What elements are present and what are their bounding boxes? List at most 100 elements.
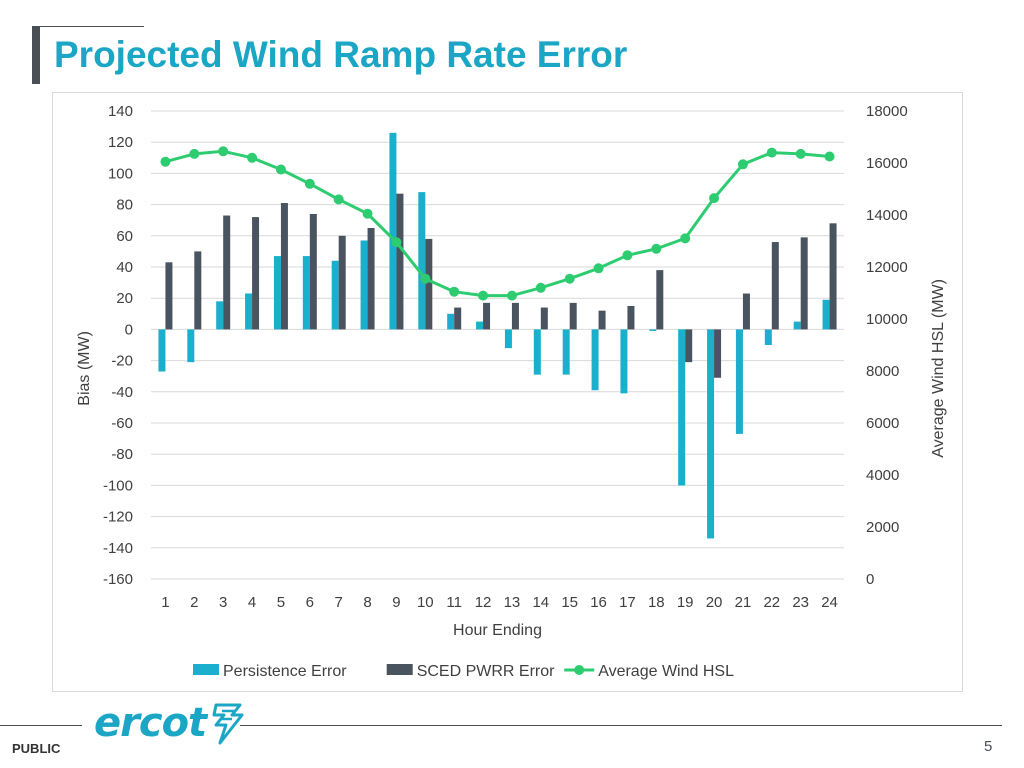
average-wind-hsl-point <box>622 250 633 261</box>
legend-label: Average Wind HSL <box>598 663 734 680</box>
persistence-error-bar <box>273 256 281 330</box>
x-tick-label: 19 <box>677 594 694 611</box>
y-tick-label: 60 <box>116 228 133 245</box>
y-tick-label: 140 <box>108 103 133 120</box>
y-tick-label: 20 <box>116 290 133 307</box>
y2-tick-label: 10000 <box>866 311 908 328</box>
average-wind-hsl-point <box>564 273 575 284</box>
x-tick-label: 11 <box>446 594 462 611</box>
persistence-error-bar <box>187 329 195 363</box>
x-tick-label: 12 <box>475 594 492 611</box>
sced-pwrr-error-bar <box>483 302 491 330</box>
persistence-error-bar <box>591 329 599 391</box>
y-tick-label: -60 <box>111 415 133 432</box>
sced-pwrr-error-bar <box>627 306 635 330</box>
chart-frame: 140 120 100 80 60 40 20 0 -20 -40 -60 -80 -100 -120 -1… <box>52 92 963 692</box>
y-tick-label: -80 <box>111 446 133 463</box>
average-wind-hsl-point <box>218 146 229 157</box>
y2-tick-label: 16000 <box>866 155 908 172</box>
average-wind-hsl-point <box>362 208 373 219</box>
x-tick-label: 4 <box>248 594 256 611</box>
wind-ramp-chart: 140120100806040200-20-40-60-80-100-120-1… <box>76 103 947 680</box>
y2-tick-label: 12000 <box>866 259 908 276</box>
x-tick-label: 7 <box>335 594 343 611</box>
sced-pwrr-error-bar <box>338 235 346 330</box>
persistence-error-bar <box>649 329 657 331</box>
sced-pwrr-error-bar <box>165 262 173 330</box>
persistence-error-bar <box>562 329 570 375</box>
slide-title: Projected Wind Ramp Rate Error <box>54 34 628 75</box>
sced-pwrr-error-bar <box>280 203 288 330</box>
sced-pwrr-error-bar <box>540 307 548 330</box>
sced-pwrr-error-bar <box>685 329 693 363</box>
y-tick-label: -160 <box>103 571 133 588</box>
y-tick-label: 40 <box>116 259 133 276</box>
y2-tick-label: 18000 <box>866 103 908 120</box>
sced-pwrr-error-bar <box>714 329 722 378</box>
x-tick-label: 14 <box>532 594 549 611</box>
average-wind-hsl-point <box>304 178 315 189</box>
average-wind-hsl-point <box>766 147 777 158</box>
persistence-error-bar <box>158 329 166 372</box>
average-wind-hsl-point <box>737 159 748 170</box>
persistence-error-bar <box>360 240 368 330</box>
average-wind-hsl-point <box>275 164 286 175</box>
persistence-error-bar <box>216 301 224 330</box>
sced-pwrr-error-bar <box>396 193 404 330</box>
y-tick-label: -20 <box>111 353 133 370</box>
y2-tick-label: 6000 <box>866 415 899 432</box>
sced-pwrr-error-bar <box>800 237 808 330</box>
x-tick-label: 15 <box>561 594 578 611</box>
average-wind-hsl-point <box>795 148 806 159</box>
average-wind-hsl-point <box>593 263 604 274</box>
persistence-error-bar <box>504 329 512 349</box>
legend-label: SCED PWRR Error <box>417 663 555 680</box>
y2-tick-label: 0 <box>866 571 874 588</box>
x-axis-title: Hour Ending <box>453 622 542 639</box>
average-wind-hsl-point <box>391 237 402 248</box>
sced-pwrr-error-bar <box>425 238 433 330</box>
y-tick-label: -140 <box>103 540 133 557</box>
sced-pwrr-error-bar <box>598 310 606 330</box>
page-number: 5 <box>984 738 993 755</box>
y-tick-label: 120 <box>108 134 133 151</box>
x-tick-label: 23 <box>792 594 809 611</box>
x-tick-label: 1 <box>161 594 169 611</box>
y-tick-label: 0 <box>125 321 133 338</box>
x-tick-label: 13 <box>504 594 521 611</box>
ercot-logo: ercot <box>94 700 246 746</box>
x-tick-label: 17 <box>619 594 636 611</box>
average-wind-hsl-point <box>160 156 171 167</box>
average-wind-hsl-point <box>535 282 546 293</box>
average-wind-hsl-point <box>449 286 460 297</box>
y2-tick-label: 2000 <box>866 519 899 536</box>
sced-pwrr-error-bar <box>569 302 577 330</box>
y2-tick-label: 4000 <box>866 467 899 484</box>
legend-persistence-swatch <box>193 664 219 675</box>
y2-tick-label: 14000 <box>866 207 908 224</box>
average-wind-hsl-point <box>709 193 720 204</box>
sced-pwrr-error-bar <box>252 217 260 330</box>
sced-pwrr-error-bar <box>656 270 664 330</box>
persistence-error-bar <box>764 329 772 345</box>
persistence-error-bar <box>707 329 715 539</box>
x-tick-label: 2 <box>190 594 198 611</box>
persistence-error-bar <box>793 321 801 330</box>
y2-tick-label: 8000 <box>866 363 899 380</box>
sced-pwrr-error-bar <box>309 213 317 330</box>
title-accent-bar <box>32 26 40 84</box>
average-wind-hsl-point <box>506 290 517 301</box>
x-tick-label: 8 <box>363 594 371 611</box>
sced-pwrr-error-bar <box>454 307 462 330</box>
persistence-error-bar <box>447 313 455 330</box>
footer-public-label: PUBLIC <box>12 741 61 756</box>
persistence-error-bar <box>822 299 830 330</box>
x-tick-label: 21 <box>735 594 752 611</box>
x-tick-label: 6 <box>306 594 314 611</box>
average-wind-hsl-point <box>680 233 691 244</box>
x-tick-label: 10 <box>417 594 434 611</box>
average-wind-hsl-point <box>189 148 200 159</box>
legend-sced-swatch <box>386 664 413 675</box>
y-tick-label: -100 <box>103 477 133 494</box>
y-axis-title: Bias (MW) <box>76 331 93 406</box>
